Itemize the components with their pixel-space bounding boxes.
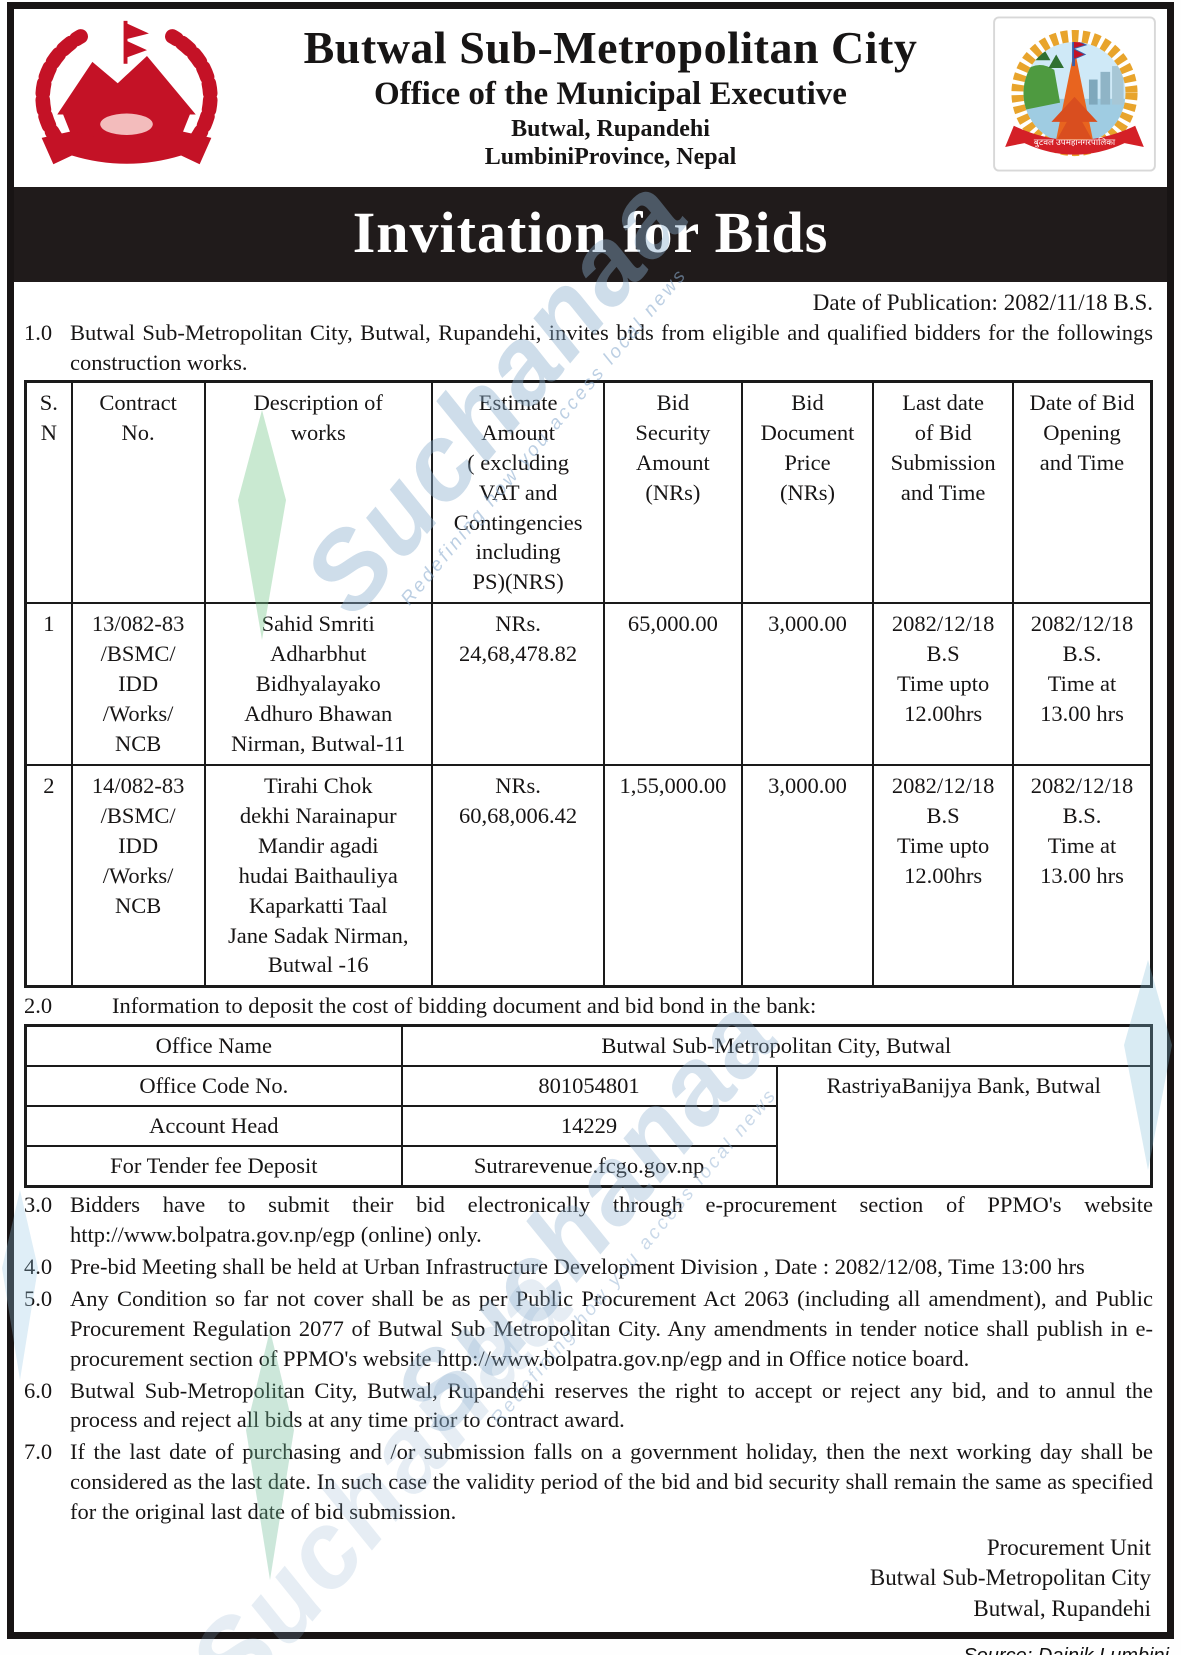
bank-table-row: Office Code No. 801054801 RastriyaBanijy… <box>24 1065 1153 1188</box>
section-text: Butwal Sub-Metropolitan City, Butwal, Ru… <box>70 320 1153 375</box>
notice-document: Butwal Sub-Metropolitan City Office of t… <box>7 2 1174 1640</box>
section-number: 3.0 <box>24 1191 53 1217</box>
opening-cell: 2082/12/18 B.S. Time at 13.00 hrs <box>1011 602 1153 766</box>
source-credit: Source: Dainik Lumbini <box>0 1639 1181 1655</box>
office-address: Butwal, Rupandehi <box>511 115 710 142</box>
estimate-cell: NRs. 60,68,006.42 <box>430 763 606 988</box>
bank-label-cell: Account Head <box>24 1105 403 1148</box>
bid-security-cell: 1,55,000.00 <box>603 763 743 988</box>
bank-label-cell: Office Code No. <box>24 1065 403 1108</box>
bank-value-cell: 801054801 <box>400 1065 778 1108</box>
col-header-last-date: Last date of Bid Submission and Time <box>872 380 1014 605</box>
section-7: 7.0 If the last date of purchasing and /… <box>24 1437 1153 1527</box>
city-logo-caption: बुटवल उपमहानगरपालिका <box>1034 137 1116 148</box>
section-text: If the last date of purchasing and /or s… <box>70 1439 1153 1525</box>
doc-price-cell: 3,000.00 <box>740 763 875 988</box>
bank-value-cell: 14229 <box>400 1105 778 1148</box>
signature-org: Butwal Sub-Metropolitan City <box>869 1565 1151 1591</box>
notice-body: Date of Publication: 2082/11/18 B.S. 1.0… <box>14 282 1167 1632</box>
signature-unit: Procurement Unit <box>986 1535 1151 1561</box>
col-header-opening: Date of Bid Opening and Time <box>1011 380 1153 605</box>
contract-cell: 14/082-83 /BSMC/ IDD /Works/ NCB <box>70 763 206 988</box>
last-date-cell: 2082/12/18 B.S Time upto 12.00hrs <box>872 763 1014 988</box>
col-header-estimate: Estimate Amount ( excluding VAT and Cont… <box>430 380 606 605</box>
sn-cell: 1 <box>24 602 73 766</box>
col-header-doc-price: Bid Document Price (NRs) <box>740 380 875 605</box>
section-2: 2.0 Information to deposit the cost of b… <box>24 991 1153 1021</box>
section-number: 5.0 <box>24 1285 53 1311</box>
section-text: Butwal Sub-Metropolitan City, Butwal, Ru… <box>70 1377 1153 1433</box>
office-province: LumbiniProvince, Nepal <box>484 143 737 170</box>
col-header-bid-security: Bid Security Amount (NRs) <box>603 380 743 605</box>
notice-banner: Invitation for Bids <box>14 182 1167 282</box>
bank-value-cell: Sutrarevenue.fcgo.gov.np <box>400 1145 778 1188</box>
notice-title: Invitation for Bids <box>352 200 829 265</box>
description-cell: Sahid Smriti Adharbhut Bidhyalayako Adhu… <box>203 602 433 766</box>
signature-address: Butwal, Rupandehi <box>973 1595 1151 1621</box>
bank-table-row: Office Name Butwal Sub-Metropolitan City… <box>24 1024 1153 1068</box>
section-number: 2.0 <box>24 993 53 1019</box>
bank-value-cell: Butwal Sub-Metropolitan City, Butwal <box>400 1024 1153 1068</box>
office-name: Office of the Municipal Executive <box>374 75 847 112</box>
bank-table-row: Account Head 14229 <box>24 1105 1152 1148</box>
section-1: 1.0 Butwal Sub-Metropolitan City, Butwal… <box>24 318 1153 378</box>
col-header-sn: S. N <box>24 380 73 605</box>
bid-table-row: 1 13/082-83 /BSMC/ IDD /Works/ NCB Sahid… <box>24 602 1153 766</box>
section-text: Information to deposit the cost of biddi… <box>112 993 817 1019</box>
nepal-government-emblem-icon <box>24 15 229 178</box>
contract-cell: 13/082-83 /BSMC/ IDD /Works/ NCB <box>70 602 206 766</box>
section-number: 1.0 <box>24 320 53 345</box>
publication-date: Date of Publication: 2082/11/18 B.S. <box>812 290 1153 315</box>
section-6: 6.0 Butwal Sub-Metropolitan City, Butwal… <box>24 1376 1153 1436</box>
bank-table: Office Name Butwal Sub-Metropolitan City… <box>24 1024 1153 1188</box>
section-number: 7.0 <box>24 1439 53 1465</box>
description-cell: Tirahi Chok dekhi Narainapur Mandir agad… <box>203 763 433 988</box>
butwal-city-logo-icon: बुटवल उपमहानगरपालिका <box>992 16 1157 177</box>
section-5: 5.0 Any Condition so far not cover shall… <box>24 1284 1153 1374</box>
col-header-contract: Contract No. <box>70 380 206 605</box>
section-text: Any Condition so far not cover shall be … <box>70 1285 1153 1371</box>
section-text: Pre-bid Meeting shall be held at Urban I… <box>70 1253 1085 1279</box>
bid-table-row: 2 14/082-83 /BSMC/ IDD /Works/ NCB Tirah… <box>24 763 1153 988</box>
section-number: 6.0 <box>24 1377 53 1403</box>
col-header-description: Description of works <box>203 380 433 605</box>
opening-cell: 2082/12/18 B.S. Time at 13.00 hrs <box>1011 763 1153 988</box>
estimate-cell: NRs. 24,68,478.82 <box>430 602 606 766</box>
bid-table: S. N Contract No. Description of works E… <box>24 379 1153 989</box>
section-number: 4.0 <box>24 1253 53 1279</box>
masthead-titles: Butwal Sub-Metropolitan City Office of t… <box>229 22 992 170</box>
section-text: Bidders have to submit their bid electro… <box>70 1191 1153 1247</box>
doc-price-cell: 3,000.00 <box>740 602 875 766</box>
section-4: 4.0 Pre-bid Meeting shall be held at Urb… <box>24 1252 1153 1282</box>
signature-block: Procurement Unit Butwal Sub-Metropolitan… <box>24 1533 1153 1624</box>
bid-table-header-row: S. N Contract No. Description of works E… <box>24 380 1153 605</box>
bank-label-cell: For Tender fee Deposit <box>24 1145 403 1188</box>
sn-cell: 2 <box>24 763 73 988</box>
bank-name-cell: RastriyaBanijya Bank, Butwal <box>775 1065 1153 1188</box>
masthead: Butwal Sub-Metropolitan City Office of t… <box>14 9 1167 182</box>
section-3: 3.0 Bidders have to submit their bid ele… <box>24 1190 1153 1250</box>
org-name: Butwal Sub-Metropolitan City <box>303 22 918 74</box>
bank-label-cell: Office Name <box>24 1024 403 1068</box>
bid-security-cell: 65,000.00 <box>603 602 743 766</box>
last-date-cell: 2082/12/18 B.S Time upto 12.00hrs <box>872 602 1014 766</box>
bank-table-row: For Tender fee Deposit Sutrarevenue.fcgo… <box>24 1145 1152 1188</box>
